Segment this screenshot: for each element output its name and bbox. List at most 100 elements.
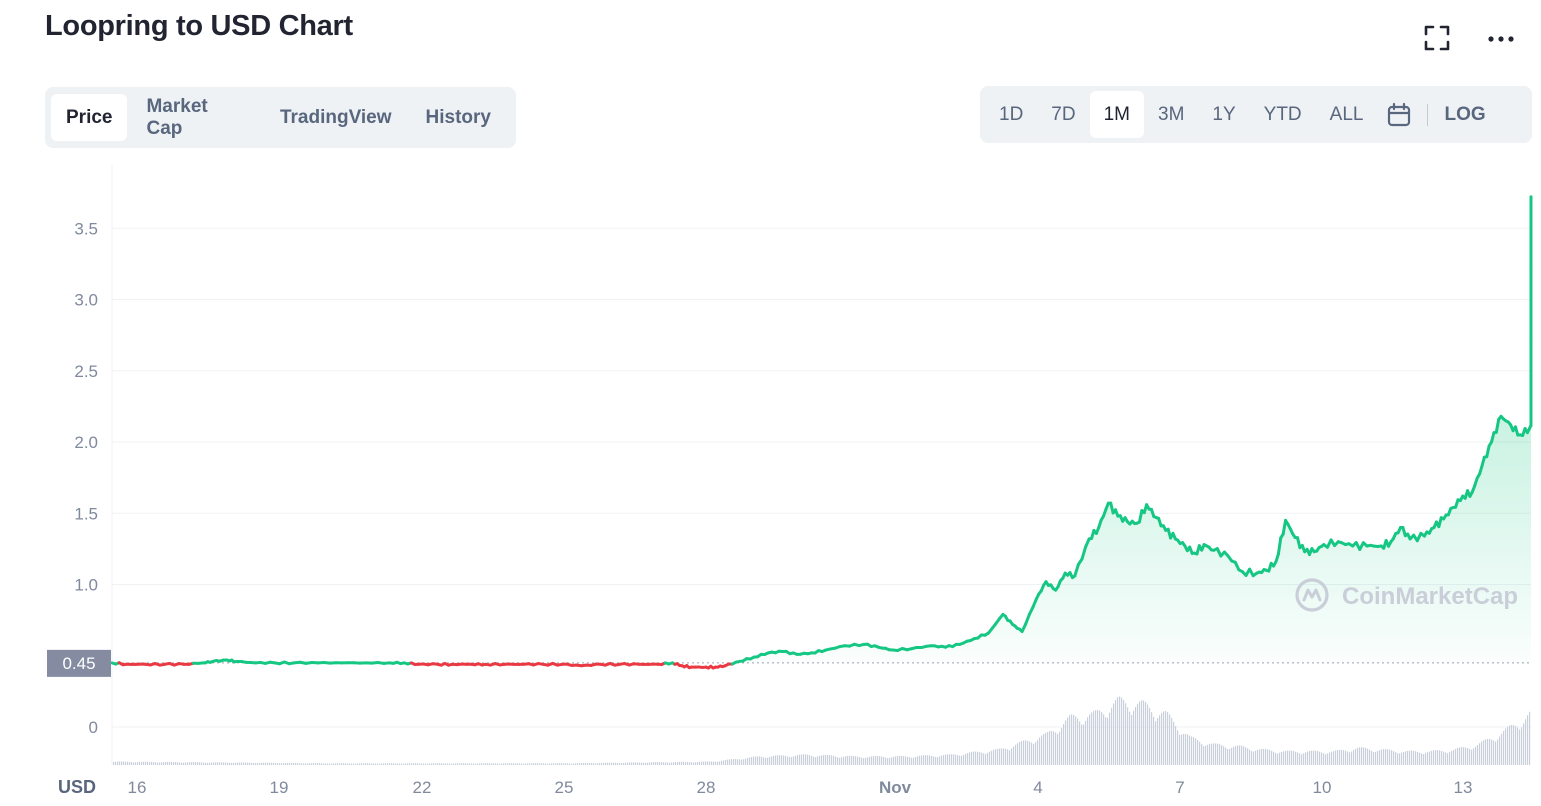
y-tick-label: 1.0 [74,576,98,595]
volume-bar [481,763,483,765]
volume-bar [745,758,747,765]
volume-bar [835,756,837,765]
range-3m[interactable]: 3M [1158,103,1185,125]
range-7d[interactable]: 7D [1051,103,1076,125]
range-1m[interactable]: 1M [1089,91,1144,138]
volume-bar [1189,735,1191,765]
volume-bar [615,762,617,765]
volume-bar [327,763,329,765]
volume-bar [371,763,373,765]
volume-bar [909,757,911,765]
volume-bar [449,763,451,765]
volume-bar [235,762,237,765]
volume-bar [365,763,367,765]
volume-bar [439,763,441,765]
volume-bar [421,763,423,765]
volume-bar [1049,731,1051,765]
volume-bar [559,763,561,765]
tab-history[interactable]: History [425,106,491,128]
volume-bar [1409,750,1411,765]
volume-bar [475,763,477,765]
volume-bar [1139,701,1141,765]
volume-bar [557,763,559,765]
volume-bar [735,759,737,765]
y-tick-label: 3.5 [74,219,98,238]
volume-bar [1467,748,1469,765]
volume-bar [1287,750,1289,765]
volume-bar [513,763,515,765]
volume-bar [1529,711,1531,765]
volume-bar [1527,715,1529,765]
volume-bar [883,757,885,765]
volume-bar [773,755,775,765]
volume-bar [125,761,127,765]
volume-bar [793,756,795,765]
volume-bar [839,757,841,765]
volume-bar [611,762,613,765]
tab-tradingview[interactable]: TradingView [279,106,392,128]
volume-bar [1205,745,1207,765]
volume-bar [1213,743,1215,765]
volume-bar [1367,748,1369,765]
volume-bar [1247,748,1249,765]
volume-bar [1441,750,1443,765]
volume-bar [351,763,353,765]
volume-bar [587,762,589,765]
volume-bar [419,763,421,765]
volume-bar [291,762,293,765]
range-all[interactable]: ALL [1329,103,1364,125]
volume-bar [1037,739,1039,765]
volume-bar [187,762,189,765]
volume-bar [115,761,117,765]
volume-bar [1031,742,1033,765]
price-line-segment [1137,509,1144,524]
volume-bar [895,756,897,765]
volume-bar [725,759,727,765]
volume-bar [1521,727,1523,765]
volume-bar [1085,720,1087,765]
volume-bar [755,756,757,765]
volume-bar [257,763,259,765]
volume-bar [1481,741,1483,765]
volume-bar [497,763,499,765]
calendar-icon[interactable] [1377,91,1421,138]
volume-bar [849,755,851,765]
volume-bar [339,763,341,765]
volume-bar [719,761,721,765]
volume-bar [1057,733,1059,765]
fullscreen-icon[interactable] [1421,22,1453,54]
volume-bar [907,756,909,765]
more-dots-icon[interactable] [1485,22,1517,54]
volume-bar [1377,750,1379,765]
volume-bar [1327,753,1329,765]
volume-bar [137,762,139,765]
volume-bar [337,763,339,765]
volume-bar [1017,743,1019,765]
volume-bar [1449,752,1451,765]
volume-bar [577,763,579,765]
volume-bar [981,752,983,765]
volume-bar [357,763,359,765]
volume-bar [911,757,913,765]
volume-bar [877,756,879,765]
volume-bar [925,755,927,765]
log-scale-toggle[interactable]: LOG [1444,103,1486,125]
tab-market-cap[interactable]: Market Cap [146,95,208,139]
volume-bar [1423,754,1425,765]
volume-bar [1421,753,1423,765]
volume-bar [573,763,575,765]
volume-bar [701,761,703,765]
range-ytd[interactable]: YTD [1263,103,1302,125]
tab-price[interactable]: Price [51,94,128,141]
volume-bar [1165,710,1167,765]
volume-bar [589,763,591,765]
volume-bar [1053,731,1055,765]
range-1d[interactable]: 1D [999,103,1024,125]
page-title: Loopring to USD Chart [45,10,353,42]
range-1y[interactable]: 1Y [1212,103,1236,125]
volume-bar [175,762,177,765]
volume-bar [1515,726,1517,765]
volume-bar [361,763,363,765]
volume-bar [1035,742,1037,765]
